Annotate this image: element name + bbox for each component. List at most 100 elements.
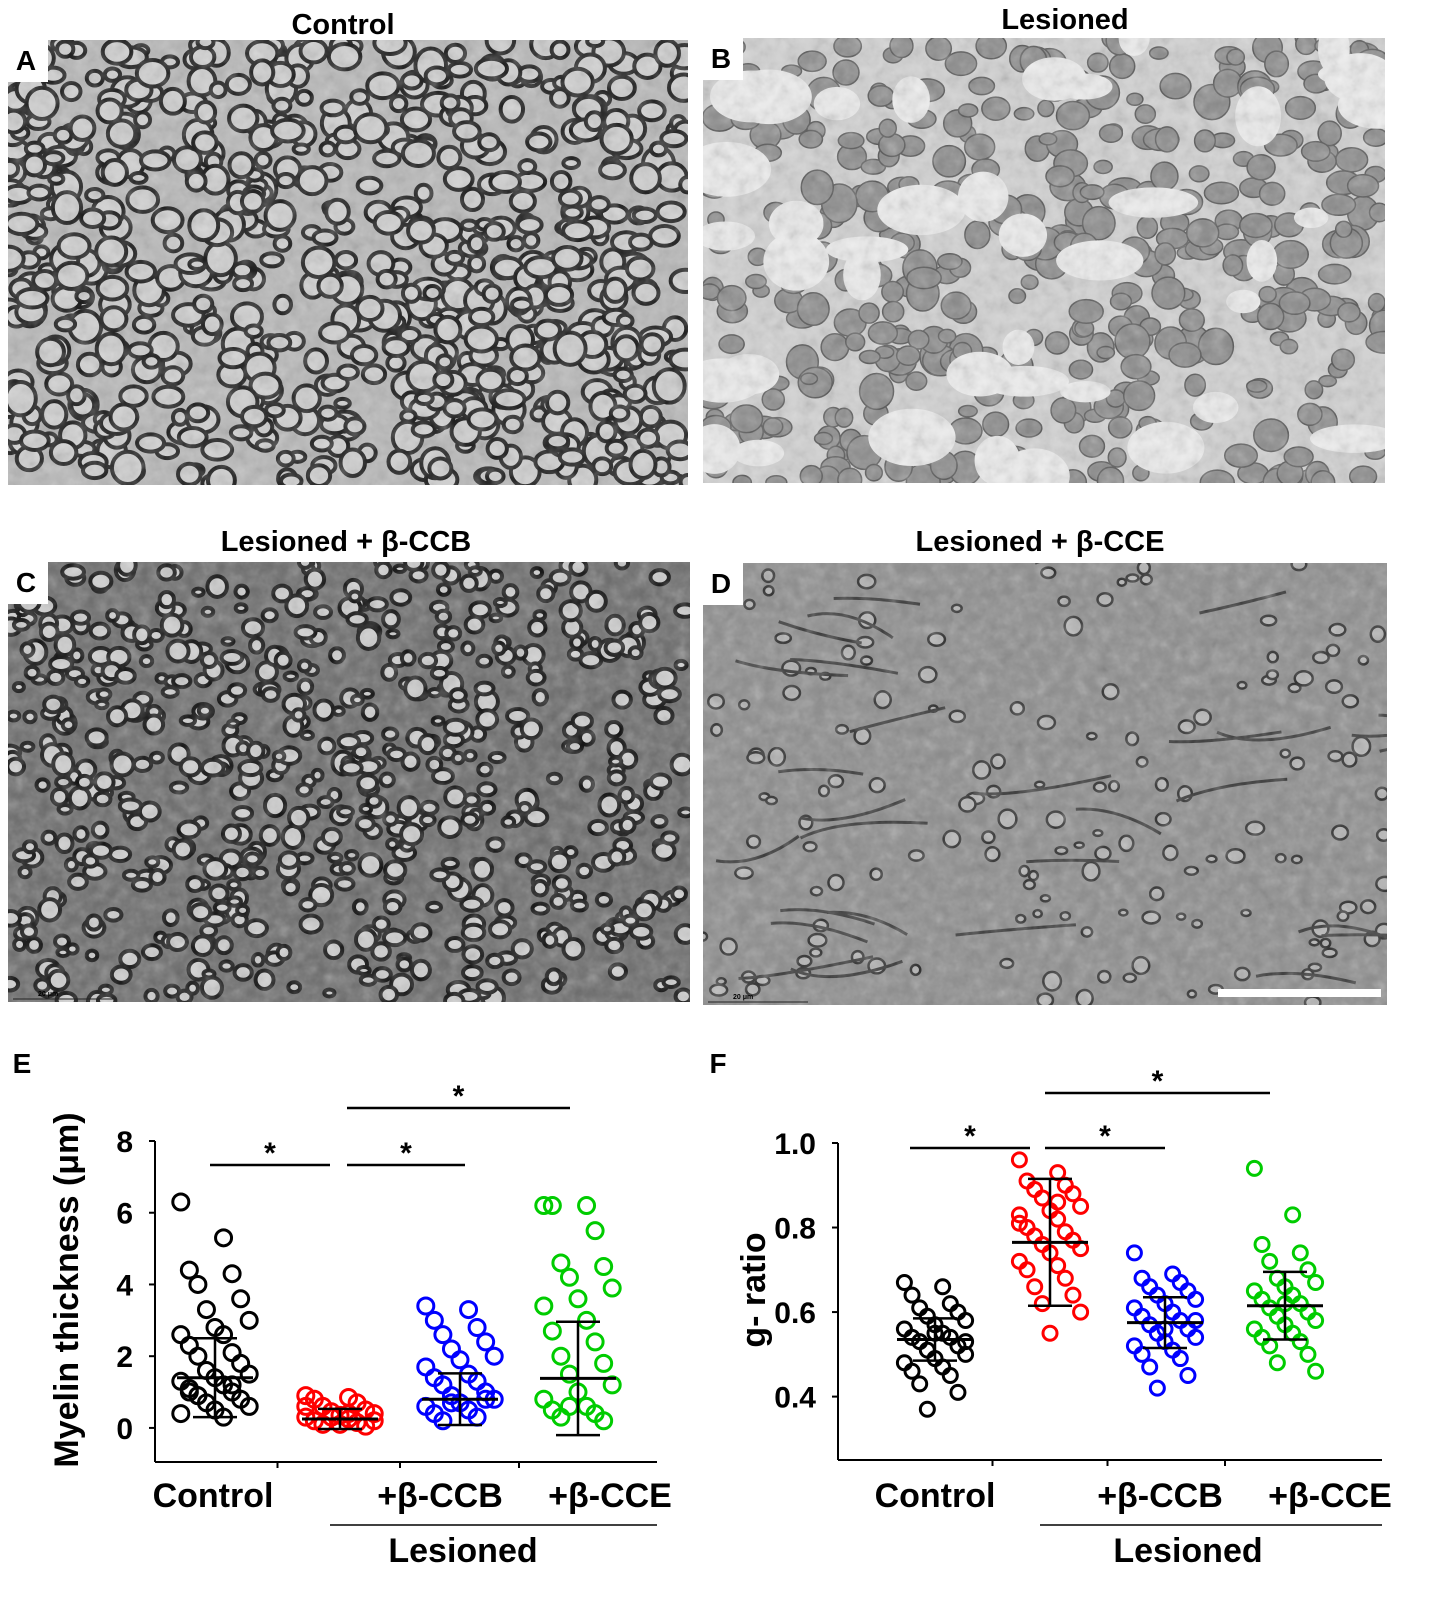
y-tick-label: 2 — [116, 1341, 133, 1374]
data-point — [1307, 1362, 1325, 1380]
data-point — [1026, 1278, 1044, 1296]
data-point — [476, 1332, 496, 1352]
data-point — [424, 1310, 444, 1330]
data-point — [1018, 1261, 1036, 1279]
data-point — [1291, 1333, 1309, 1351]
data-point — [231, 1353, 251, 1373]
panel-letter-box — [703, 38, 743, 80]
panel-title: Lesioned — [1001, 4, 1128, 36]
significance-label: * — [1152, 1065, 1164, 1098]
noise — [703, 38, 1385, 483]
data-point — [459, 1300, 479, 1320]
noise — [703, 563, 1387, 1005]
data-point — [416, 1357, 436, 1377]
panel-letter-box — [8, 562, 48, 604]
data-point — [239, 1364, 259, 1384]
panel-letter-box — [8, 40, 48, 82]
data-point — [171, 1192, 191, 1212]
data-point — [214, 1228, 234, 1248]
significance-label: * — [1099, 1120, 1111, 1153]
data-point — [585, 1332, 605, 1352]
data-point — [594, 1411, 614, 1431]
data-point — [484, 1346, 504, 1366]
data-point — [568, 1289, 588, 1309]
data-point — [1291, 1244, 1309, 1262]
scale-label: 20 μm — [38, 991, 58, 998]
data-point — [542, 1196, 562, 1216]
y-tick-label: 0.8 — [774, 1213, 816, 1246]
data-point — [602, 1278, 622, 1298]
data-point — [577, 1196, 597, 1216]
y-axis-label: Myelin thickness (μm) — [48, 1112, 86, 1467]
panel-letter: C — [16, 567, 36, 598]
data-point — [1010, 1151, 1028, 1169]
data-point — [188, 1274, 208, 1294]
data-point — [1268, 1354, 1286, 1372]
data-point — [239, 1310, 259, 1330]
data-point — [559, 1396, 579, 1416]
data-point — [1171, 1350, 1189, 1368]
data-point — [171, 1404, 191, 1424]
data-point — [1245, 1159, 1263, 1177]
data-point — [296, 1386, 316, 1406]
data-point — [903, 1362, 921, 1380]
data-point — [1125, 1244, 1143, 1262]
data-point — [441, 1339, 461, 1359]
y-tick-label: 4 — [116, 1269, 133, 1302]
panel-letter: E — [13, 1048, 32, 1079]
data-point — [941, 1366, 959, 1384]
data-point — [1148, 1379, 1166, 1397]
data-point — [1299, 1261, 1317, 1279]
x-tick-label: +β-CCB — [1097, 1477, 1223, 1515]
data-point — [594, 1353, 614, 1373]
significance-label: * — [264, 1137, 276, 1170]
data-point — [1010, 1214, 1028, 1232]
data-point — [231, 1289, 251, 1309]
panel-letter: F — [709, 1048, 726, 1079]
micrograph — [8, 40, 688, 485]
panel-letter-box — [703, 563, 743, 605]
data-point — [1261, 1252, 1279, 1270]
data-point — [957, 1333, 975, 1351]
data-point — [179, 1335, 199, 1355]
data-point — [214, 1325, 234, 1345]
data-point — [1056, 1269, 1074, 1287]
data-point — [1179, 1366, 1197, 1384]
significance-label: * — [400, 1137, 412, 1170]
data-point — [304, 1411, 324, 1431]
x-tick-label: Control — [875, 1477, 996, 1515]
panel-title: Lesioned + β-CCE — [916, 526, 1165, 558]
data-point — [1033, 1295, 1051, 1313]
data-point — [416, 1296, 436, 1316]
data-point — [534, 1389, 554, 1409]
data-point — [534, 1196, 554, 1216]
data-point — [949, 1383, 967, 1401]
data-point — [171, 1325, 191, 1345]
fiber — [1379, 748, 1387, 753]
data-point — [179, 1260, 199, 1280]
scale-label: 20 μm — [733, 994, 753, 1001]
data-point — [602, 1375, 622, 1395]
data-point — [577, 1310, 597, 1330]
y-tick-label: 0.4 — [774, 1382, 816, 1415]
data-point — [1253, 1235, 1271, 1253]
x-tick-label: Control — [153, 1477, 274, 1515]
data-point — [188, 1346, 208, 1366]
x-tick-label: +β-CCB — [377, 1477, 503, 1515]
data-point — [1072, 1303, 1090, 1321]
y-tick-label: 1.0 — [774, 1128, 816, 1161]
data-point — [296, 1407, 316, 1427]
data-point — [364, 1404, 384, 1424]
data-point — [1010, 1206, 1028, 1224]
y-tick-label: 8 — [116, 1126, 133, 1159]
data-point — [551, 1253, 571, 1273]
significance-label: * — [964, 1120, 976, 1153]
y-tick-label: 0.6 — [774, 1297, 816, 1330]
data-point — [1141, 1358, 1159, 1376]
panel-letter: A — [16, 45, 36, 76]
data-point — [1299, 1345, 1317, 1363]
data-point — [1064, 1286, 1082, 1304]
x-tick-label: +β-CCE — [548, 1477, 672, 1515]
group-label: Lesioned — [1113, 1532, 1262, 1570]
